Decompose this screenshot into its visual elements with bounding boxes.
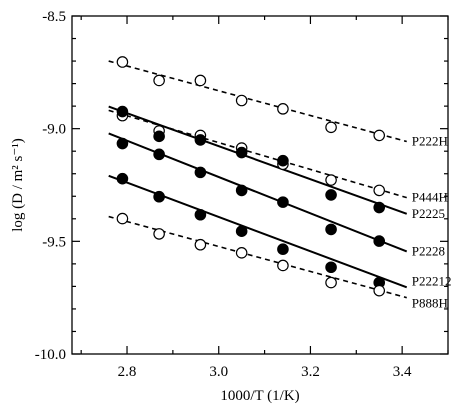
point-p888h bbox=[153, 228, 165, 240]
series-label-p888h: P888H bbox=[412, 296, 448, 311]
series-label-p2228: P2228 bbox=[412, 243, 445, 258]
point-p2228 bbox=[194, 166, 207, 179]
point-p2225 bbox=[116, 105, 129, 118]
series-label-p22212: P22212 bbox=[412, 273, 452, 288]
point-p22212 bbox=[325, 261, 337, 274]
point-p2228 bbox=[373, 235, 386, 247]
y-tick-label: -9.5 bbox=[42, 234, 66, 250]
axis-ticks bbox=[72, 15, 449, 355]
point-p888h bbox=[325, 276, 337, 289]
y-tick-label: -10.0 bbox=[35, 347, 66, 363]
point-p888h bbox=[235, 247, 248, 259]
point-p222h bbox=[373, 129, 386, 142]
point-p22212 bbox=[116, 172, 129, 185]
plot-frame bbox=[71, 15, 449, 355]
series-label-p222h: P222H bbox=[412, 134, 448, 149]
y-tick-label: -9.0 bbox=[42, 122, 66, 138]
point-p222h bbox=[325, 121, 337, 134]
point-p888h bbox=[194, 238, 207, 251]
fit-lines bbox=[108, 60, 408, 299]
point-p2225 bbox=[235, 146, 248, 159]
x-tick-label: 2.8 bbox=[118, 364, 137, 380]
point-p2225 bbox=[153, 130, 165, 143]
point-p22212 bbox=[153, 190, 165, 203]
fit-line-p222h bbox=[108, 60, 407, 143]
point-p2228 bbox=[235, 184, 248, 197]
point-p2228 bbox=[116, 137, 129, 150]
x-axis-title: 1000/T (1/K) bbox=[220, 388, 299, 404]
x-tick-label: 3.0 bbox=[209, 364, 228, 380]
point-p2228 bbox=[277, 196, 289, 208]
point-p2225 bbox=[325, 189, 337, 201]
point-p222h bbox=[194, 74, 207, 87]
point-p222h bbox=[277, 103, 289, 115]
axis-tick-labels: 2.8 3.0 3.2 3.4 -10.0 -9.5 -9.0 -8.5 bbox=[35, 9, 412, 380]
fit-line-p2225 bbox=[108, 105, 408, 215]
series-label-p2225: P2225 bbox=[412, 206, 445, 221]
point-p2225 bbox=[194, 134, 207, 146]
point-p888h bbox=[373, 284, 386, 297]
point-p222h bbox=[235, 94, 248, 107]
point-p22212 bbox=[277, 243, 289, 256]
point-p2225 bbox=[277, 154, 289, 167]
point-p888h bbox=[116, 212, 129, 225]
x-tick-label: 3.4 bbox=[393, 364, 412, 380]
x-tick-label: 3.2 bbox=[301, 364, 320, 380]
y-tick-label: -8.5 bbox=[42, 9, 66, 25]
plot-frame-group bbox=[71, 15, 449, 355]
point-p444h bbox=[325, 174, 337, 186]
point-p2228 bbox=[153, 148, 165, 161]
point-p2228 bbox=[325, 223, 337, 236]
point-p444h bbox=[373, 184, 386, 197]
point-p222h bbox=[153, 74, 165, 87]
y-axis-title: log (D / m² s⁻¹) bbox=[10, 138, 26, 232]
point-p222h bbox=[116, 56, 129, 68]
fit-line-p888h bbox=[108, 215, 407, 299]
point-p888h bbox=[277, 259, 289, 272]
point-p2225 bbox=[373, 201, 386, 214]
point-p22212 bbox=[194, 208, 207, 221]
point-p22212 bbox=[235, 225, 248, 237]
series-label-p444h: P444H bbox=[412, 190, 448, 205]
fit-line-p444h bbox=[108, 109, 407, 199]
data-points bbox=[116, 56, 386, 297]
